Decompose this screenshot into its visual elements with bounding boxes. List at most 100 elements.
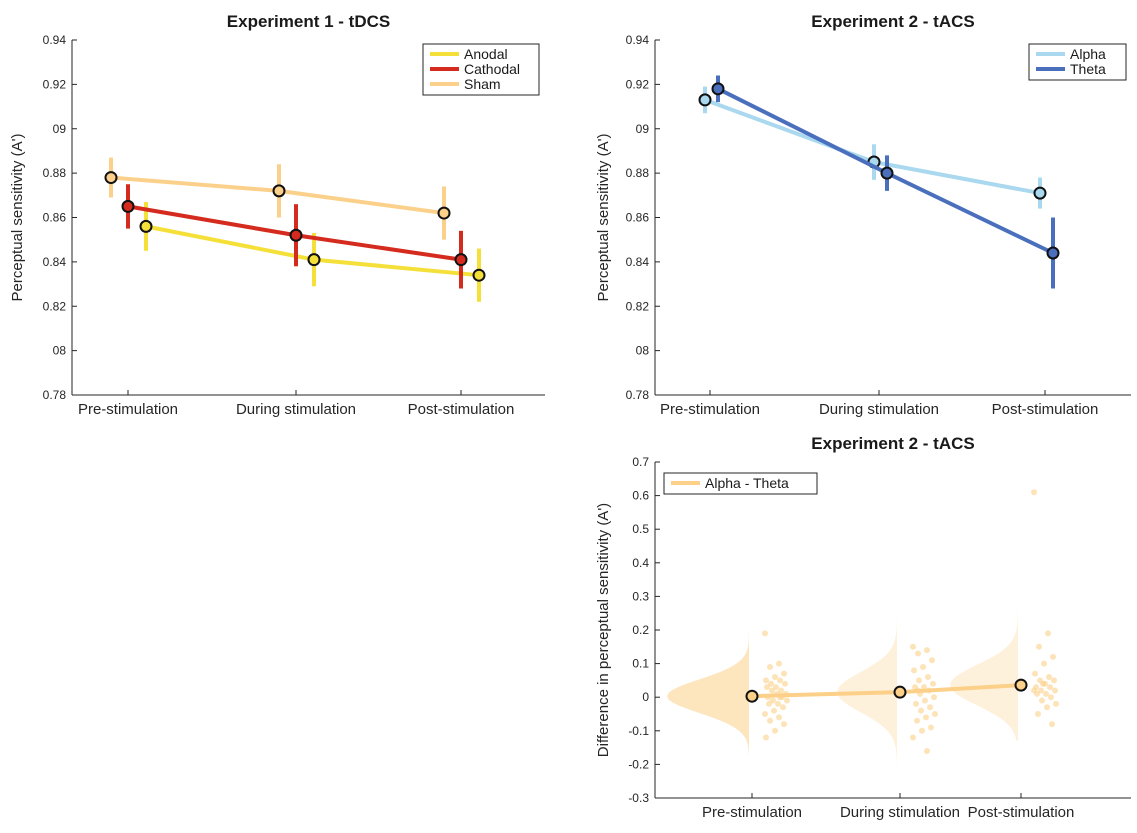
y-tick-label: 0.92 (626, 77, 650, 91)
raw-point (764, 684, 770, 691)
raw-point (924, 647, 930, 654)
y-axis-label: Difference in perceptual sensitivity (A'… (595, 503, 612, 757)
y-tick-label: 0.86 (43, 211, 67, 225)
y-tick-label: 0.78 (43, 388, 67, 402)
y-tick-label: 0.94 (43, 33, 67, 47)
raw-point (920, 663, 926, 670)
chart-title: Experiment 1 - tDCS (227, 12, 390, 31)
legend-label: Alpha (1070, 46, 1106, 62)
data-point (711, 82, 725, 96)
raw-point (922, 697, 928, 704)
raw-point (772, 674, 778, 681)
raw-point (762, 711, 768, 717)
data-point (104, 171, 118, 185)
y-tick-label: 0.92 (43, 77, 67, 91)
legend-label: Alpha - Theta (705, 475, 789, 491)
y-tick-label: 0.82 (43, 299, 67, 313)
y-tick-label: 0.7 (632, 455, 649, 469)
data-point (272, 184, 286, 198)
data-point (1014, 678, 1028, 692)
raw-point (910, 643, 916, 650)
y-tick-label: 0.82 (626, 299, 650, 313)
raw-point (1035, 711, 1041, 717)
chart-title: Experiment 2 - tACS (811, 434, 974, 453)
raw-point (778, 687, 784, 694)
raw-point (1041, 660, 1047, 667)
raw-point (1047, 684, 1053, 691)
raw-point (925, 674, 931, 681)
x-tick-label: During stimulation (819, 401, 939, 418)
raw-point (781, 721, 787, 728)
legend-label: Anodal (464, 46, 508, 62)
raw-point (930, 680, 936, 687)
data-point (880, 166, 894, 180)
raw-point (913, 700, 919, 707)
raw-points (1031, 489, 1059, 728)
chart-title: Experiment 2 - tACS (811, 12, 974, 31)
data-point (139, 219, 153, 233)
raw-point (768, 680, 774, 687)
raw-point (1046, 674, 1052, 681)
series-sham (104, 157, 451, 240)
raw-point (776, 660, 782, 667)
data-point (472, 268, 486, 282)
raw-point (1045, 630, 1051, 637)
density-cloud (837, 616, 897, 782)
data-point (745, 689, 759, 703)
series-theta (711, 75, 1060, 289)
data-point (307, 253, 321, 267)
legend-label: Cathodal (464, 61, 520, 77)
raw-point (928, 724, 934, 731)
raw-points (910, 643, 938, 754)
y-tick-label: 0.5 (632, 522, 649, 536)
y-tick-label: 0.6 (632, 489, 649, 503)
series-alpha (698, 86, 1047, 209)
legend-label: Sham (464, 76, 501, 92)
raw-point (915, 650, 921, 657)
y-tick-label: 0.86 (626, 211, 650, 225)
chart-2: Experiment 2 - tACS 0.78 08 0.82 0.84 0.86 0.8… (595, 12, 1131, 418)
raw-point (767, 663, 773, 670)
raw-point (782, 680, 788, 687)
legend-box (663, 472, 818, 495)
raw-point (1052, 687, 1058, 694)
raw-point (1036, 643, 1042, 650)
raw-point (772, 727, 778, 734)
density-cloud (950, 609, 1018, 741)
y-tick-label: 0.4 (632, 556, 649, 570)
x-tick-label: Post-stimulation (408, 401, 515, 418)
raw-point (1032, 670, 1038, 677)
raw-point (1051, 677, 1057, 684)
raw-point (762, 630, 768, 637)
y-tick-label: 0.78 (626, 388, 650, 402)
raw-point (1038, 687, 1044, 694)
raw-point (1031, 687, 1037, 694)
legend-label: Theta (1070, 61, 1106, 77)
y-axis-label: Perceptual sensitivity (A') (9, 134, 26, 302)
y-tick-label: 0.84 (43, 255, 67, 269)
x-tick-label: During stimulation (840, 804, 960, 821)
raw-point (911, 667, 917, 674)
raw-point (775, 700, 781, 707)
y-axis-label: Perceptual sensitivity (A') (595, 134, 612, 302)
raw-point (932, 711, 938, 717)
raw-point (924, 747, 930, 754)
density-cloud (667, 616, 749, 755)
raw-point (921, 684, 927, 691)
raw-point (1053, 700, 1059, 707)
raw-point (773, 684, 779, 691)
raw-point (1044, 704, 1050, 711)
raw-point (770, 697, 776, 704)
raw-point (1031, 489, 1037, 496)
raw-point (1040, 680, 1046, 687)
raw-point (929, 657, 935, 664)
raw-point (931, 694, 937, 701)
y-tick-label: -0.1 (628, 724, 649, 738)
x-tick-label: Pre-stimulation (702, 804, 802, 821)
raw-points (762, 630, 790, 741)
y-tick-label: 09 (636, 122, 650, 136)
raw-point (763, 677, 769, 684)
raw-point (927, 704, 933, 711)
